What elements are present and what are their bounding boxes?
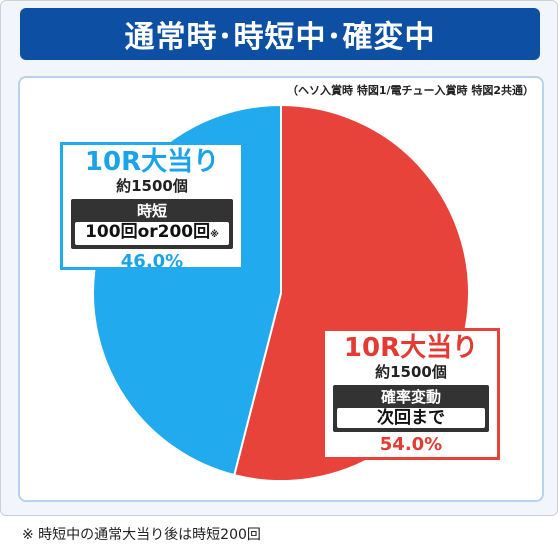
red-slice-label: 10R大当り 約1500個 確率変動 次回まで 54.0% [322,328,500,460]
chart-title: 通常時･時短中･確変中 [20,8,540,60]
red-slice-payout: 約1500個 [375,363,447,381]
red-slice-mode-detail: 次回まで [377,408,445,428]
red-slice-mode-detail-box: 次回まで [337,408,485,428]
blue-slice-label: 10R大当り 約1500個 時短 100回or200回※ 46.0% [60,142,244,272]
red-slice-percent: 54.0% [379,434,443,455]
blue-slice-percent: 46.0% [120,251,184,272]
blue-slice-mode-note: ※ [210,230,219,240]
blue-slice-mode-box: 時短 100回or200回※ [71,199,233,249]
blue-slice-payout: 約1500個 [116,177,188,195]
chart-note: （ヘソ入賞時 特図1/電チュー入賞時 特図2共通） [287,84,534,97]
blue-slice-mode: 時短 [136,202,167,220]
red-slice-mode: 確率変動 [380,388,441,406]
red-slice-title: 10R大当り [343,333,479,363]
red-slice-mode-box: 確率変動 次回まで [333,385,489,432]
blue-slice-mode-detail: 100回or200回 [85,222,211,242]
footnote: ※ 時短中の通常大当り後は時短200回 [22,527,261,543]
blue-slice-mode-detail-box: 100回or200回※ [75,222,229,245]
blue-slice-title: 10R大当り [84,147,220,177]
